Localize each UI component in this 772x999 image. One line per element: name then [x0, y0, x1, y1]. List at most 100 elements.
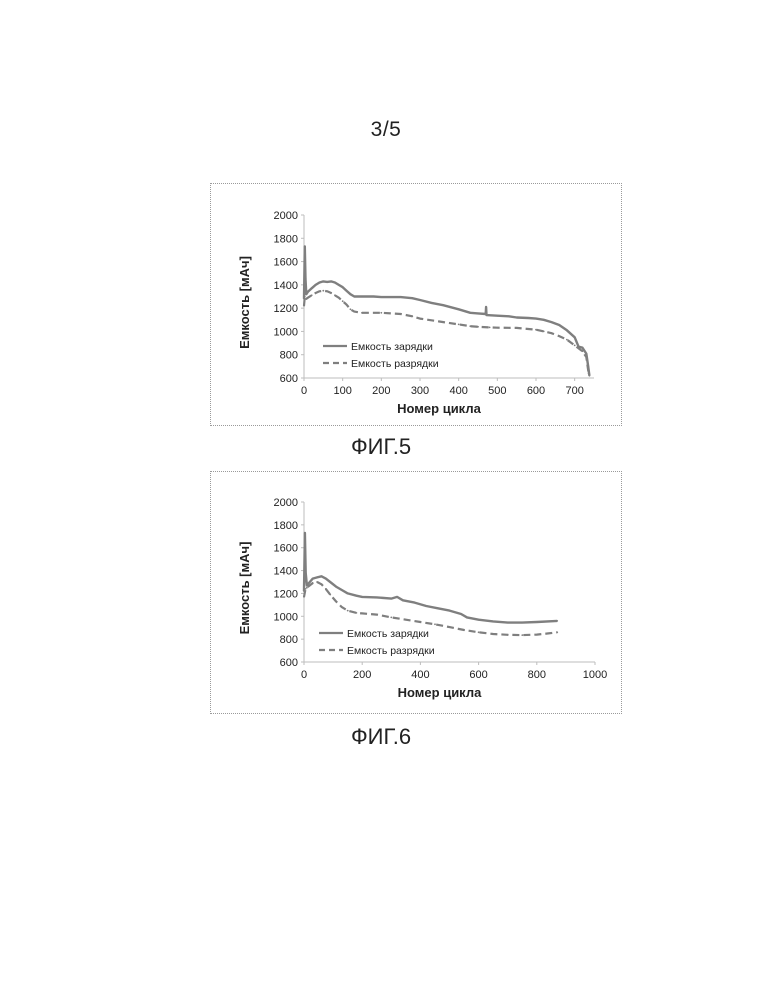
data-point-charge: [329, 581, 331, 583]
x-tick-label: 200: [353, 669, 371, 681]
data-point-discharge: [316, 581, 318, 583]
data-point-charge: [521, 622, 523, 624]
data-point-discharge: [574, 345, 576, 347]
data-point-discharge: [325, 588, 327, 590]
data-point-discharge: [558, 335, 560, 337]
data-point-charge: [356, 595, 358, 597]
data-point-discharge: [303, 305, 305, 307]
data-point-discharge: [306, 587, 308, 589]
data-point-discharge: [507, 634, 509, 636]
data-point-charge: [304, 246, 306, 248]
data-point-discharge: [315, 292, 317, 294]
data-point-discharge: [305, 298, 307, 300]
data-point-charge: [551, 321, 553, 323]
x-tick-label: 1000: [583, 669, 607, 681]
data-point-discharge: [582, 350, 584, 352]
data-point-discharge: [405, 619, 407, 621]
data-point-discharge: [411, 315, 413, 317]
data-point-charge: [486, 314, 488, 316]
data-point-charge: [425, 605, 427, 607]
y-tick-label: 1800: [274, 520, 298, 532]
y-tick-label: 1600: [274, 257, 298, 269]
series-line-charge: [304, 246, 589, 375]
data-point-discharge: [376, 614, 378, 616]
page-number: 3/5: [0, 118, 772, 142]
data-point-charge: [305, 572, 307, 574]
data-point-discharge: [469, 325, 471, 327]
data-point-discharge: [390, 617, 392, 619]
data-point-discharge: [535, 329, 537, 331]
y-tick-label: 1000: [274, 611, 298, 623]
data-point-charge: [341, 589, 343, 591]
data-point-discharge: [449, 626, 451, 628]
data-point-charge: [305, 278, 307, 280]
data-point-charge: [373, 296, 375, 298]
data-point-discharge: [330, 292, 332, 294]
data-point-discharge: [536, 634, 538, 636]
data-point-discharge: [309, 585, 311, 587]
data-point-charge: [312, 578, 314, 580]
series-line-charge: [304, 533, 557, 623]
data-point-charge: [442, 304, 444, 306]
data-point-discharge: [338, 297, 340, 299]
data-point-charge: [347, 593, 349, 595]
figure-5-chart: 6008001000120014001600180020000100200300…: [211, 184, 621, 425]
x-tick-label: 400: [411, 669, 429, 681]
legend-label: Емкость зарядки: [351, 341, 433, 353]
y-tick-label: 1800: [274, 233, 298, 245]
data-point-charge: [316, 577, 318, 579]
data-point-discharge: [326, 290, 328, 292]
data-point-discharge: [588, 372, 590, 374]
data-point-charge: [574, 336, 576, 338]
data-point-discharge: [311, 294, 313, 296]
data-point-discharge: [346, 304, 348, 306]
data-point-charge: [508, 315, 510, 317]
y-tick-label: 2000: [274, 497, 298, 509]
legend-label: Емкость разрядки: [347, 645, 435, 657]
data-point-charge: [477, 313, 479, 315]
figure-6-chart-frame: 6008001000120014001600180020000200400600…: [210, 471, 622, 714]
x-tick-label: 500: [488, 385, 506, 397]
data-point-charge: [322, 281, 324, 283]
data-point-discharge: [350, 308, 352, 310]
x-tick-label: 400: [449, 385, 467, 397]
data-point-charge: [558, 324, 560, 326]
data-point-discharge: [347, 610, 349, 612]
data-point-discharge: [334, 294, 336, 296]
figure-5-chart-frame: 6008001000120014001600180020000100200300…: [210, 183, 622, 426]
data-point-discharge: [312, 582, 314, 584]
data-point-discharge: [307, 297, 309, 299]
y-tick-label: 800: [280, 350, 298, 362]
y-axis-title: Емкость [мАч]: [237, 542, 252, 635]
data-point-charge: [342, 286, 344, 288]
data-point-charge: [334, 282, 336, 284]
data-point-charge: [321, 575, 323, 577]
data-point-discharge: [548, 633, 550, 635]
data-point-charge: [460, 613, 462, 615]
figure-5-caption: ФИГ.5: [0, 434, 767, 460]
x-tick-label: 300: [411, 385, 429, 397]
data-point-discharge: [478, 631, 480, 633]
data-point-discharge: [342, 300, 344, 302]
data-point-discharge: [516, 327, 518, 329]
data-point-discharge: [356, 612, 358, 614]
data-point-discharge: [400, 313, 402, 315]
data-point-charge: [326, 281, 328, 283]
data-point-charge: [402, 599, 404, 601]
data-point-charge: [396, 596, 398, 598]
data-point-charge: [536, 621, 538, 623]
y-tick-label: 600: [280, 373, 298, 385]
data-point-charge: [582, 347, 584, 349]
data-point-charge: [535, 318, 537, 320]
data-point-charge: [437, 607, 439, 609]
series-line-discharge: [304, 291, 589, 374]
data-point-charge: [556, 620, 558, 622]
data-point-discharge: [361, 613, 363, 615]
data-point-charge: [507, 622, 509, 624]
data-point-discharge: [380, 312, 382, 314]
figure-6-chart: 6008001000120014001600180020000200400600…: [211, 472, 621, 713]
x-tick-label: 800: [528, 669, 546, 681]
data-point-charge: [311, 287, 313, 289]
y-tick-label: 1600: [274, 543, 298, 555]
data-point-charge: [449, 610, 451, 612]
